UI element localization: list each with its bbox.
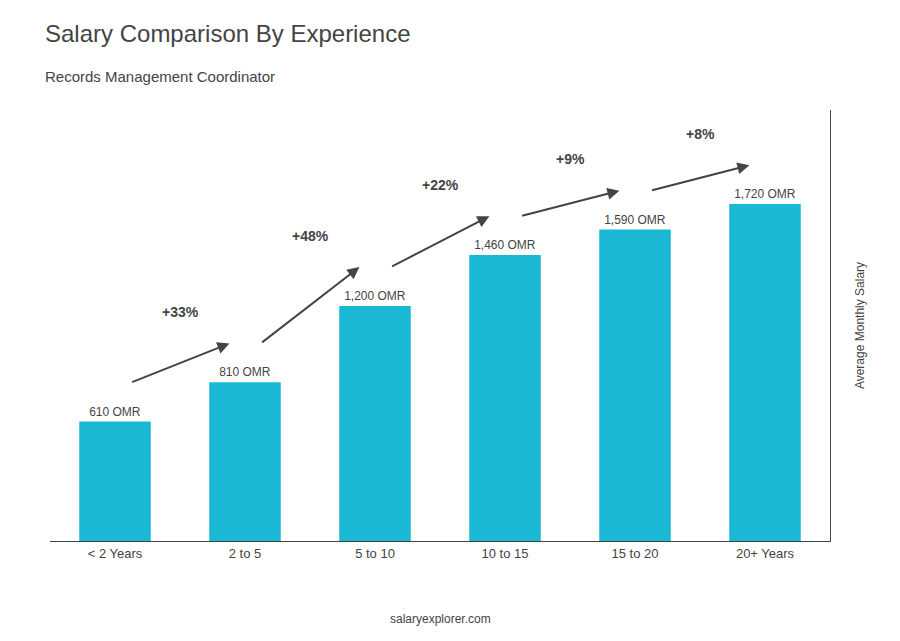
- svg-text:15 to 20: 15 to 20: [612, 546, 659, 561]
- svg-text:10 to 15: 10 to 15: [482, 546, 529, 561]
- svg-text:1,720 OMR: 1,720 OMR: [734, 187, 796, 201]
- svg-text:+22%: +22%: [422, 177, 459, 193]
- svg-text:< 2 Years: < 2 Years: [88, 546, 143, 561]
- svg-text:5 to 10: 5 to 10: [355, 546, 395, 561]
- svg-text:1,460 OMR: 1,460 OMR: [474, 238, 536, 252]
- svg-text:1,590 OMR: 1,590 OMR: [604, 213, 666, 227]
- svg-text:1,200 OMR: 1,200 OMR: [344, 289, 406, 303]
- svg-text:Salary Comparison By Experienc: Salary Comparison By Experience: [45, 20, 411, 47]
- svg-text:+48%: +48%: [292, 228, 329, 244]
- svg-text:Records Management Coordinator: Records Management Coordinator: [45, 68, 275, 85]
- svg-text:salaryexplorer.com: salaryexplorer.com: [390, 612, 491, 626]
- svg-text:2 to 5: 2 to 5: [229, 546, 262, 561]
- svg-text:610 OMR: 610 OMR: [89, 405, 141, 419]
- svg-text:20+ Years: 20+ Years: [736, 546, 795, 561]
- svg-text:810 OMR: 810 OMR: [219, 365, 271, 379]
- svg-text:+9%: +9%: [556, 151, 585, 167]
- svg-text:Average Monthly Salary: Average Monthly Salary: [853, 262, 867, 389]
- svg-text:+8%: +8%: [686, 126, 715, 142]
- svg-text:+33%: +33%: [162, 304, 199, 320]
